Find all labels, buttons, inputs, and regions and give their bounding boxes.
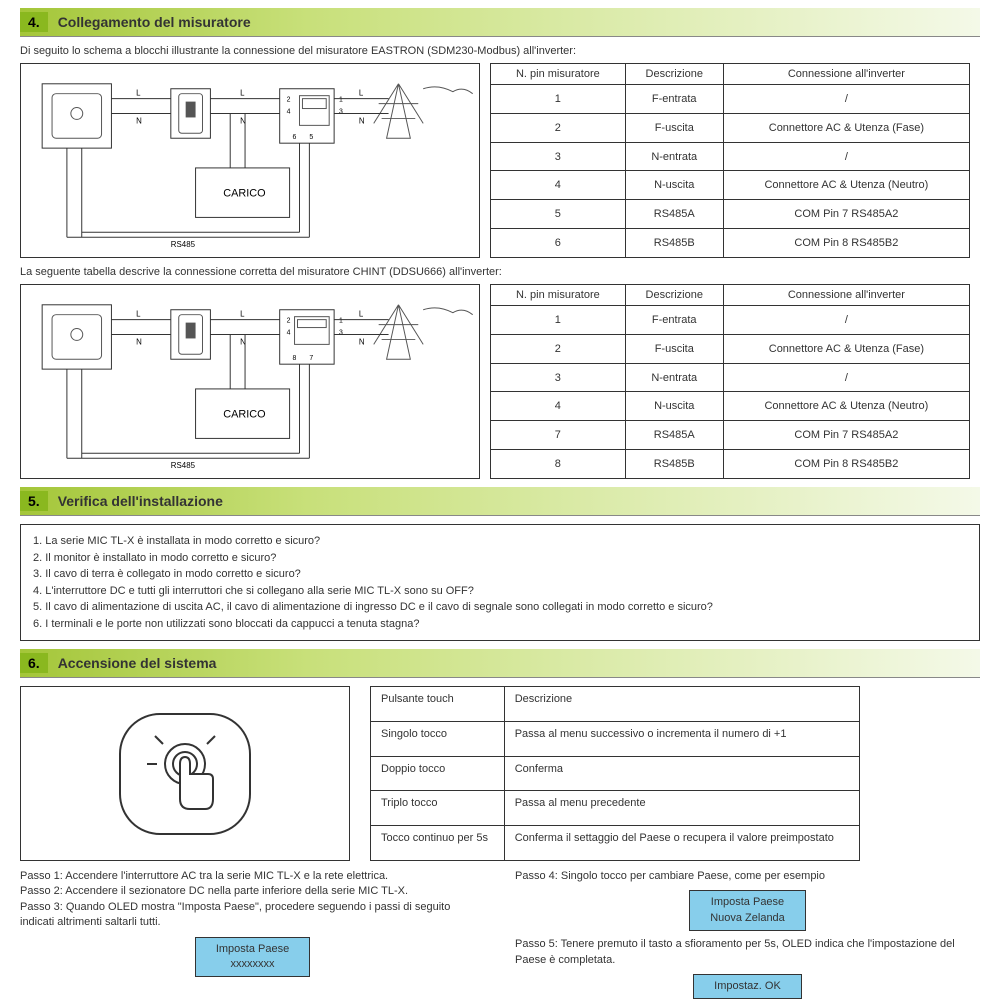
section-4-intro-1: Di seguito lo schema a blocchi illustran…: [20, 45, 980, 57]
table-row: 2F-uscitaConnettore AC & Utenza (Fase): [491, 334, 970, 363]
oled-box-2: Imposta Paese Nuova Zelanda: [689, 890, 806, 931]
svg-text:5: 5: [309, 134, 313, 141]
table-row: 6RS485BCOM Pin 8 RS485B2: [491, 229, 970, 258]
svg-text:L: L: [136, 89, 141, 98]
svg-text:4: 4: [287, 108, 291, 115]
checklist-item: 3. Il cavo di terra è collegato in modo …: [33, 566, 967, 583]
section-5-title: Verifica dell'installazione: [58, 493, 223, 509]
svg-text:L: L: [136, 310, 141, 319]
svg-text:RS485: RS485: [171, 461, 196, 470]
diagram-eastron: 2 4 1 3 6 5 L N L N L: [20, 63, 480, 258]
pin-table-eastron: N. pin misuratore Descrizione Connession…: [490, 63, 970, 258]
svg-text:1: 1: [339, 318, 343, 325]
svg-text:N: N: [359, 337, 365, 346]
steps-right: Passo 4: Singolo tocco per cambiare Paes…: [515, 869, 980, 1005]
checklist-item: 1. La serie MIC TL-X è installata in mod…: [33, 533, 967, 550]
svg-text:N: N: [136, 337, 142, 346]
svg-text:3: 3: [339, 329, 343, 336]
svg-text:L: L: [359, 310, 364, 319]
section-4-header: 4. Collegamento del misuratore: [20, 8, 980, 37]
svg-text:CARICO: CARICO: [223, 409, 265, 421]
section-6-title: Accensione del sistema: [58, 655, 217, 671]
svg-text:6: 6: [293, 134, 297, 141]
diagram-chint: 2 4 1 3 8 7 L N L N L N: [20, 284, 480, 479]
table-row: Pulsante touchDescrizione: [371, 687, 860, 722]
touch-button-illustration: [20, 686, 350, 861]
table-row: Doppio toccoConferma: [371, 756, 860, 791]
section-6-num: 6.: [20, 653, 48, 673]
svg-text:N: N: [359, 116, 365, 125]
checklist-item: 6. I terminali e le porte non utilizzati…: [33, 616, 967, 633]
checklist-item: 2. Il monitor è installato in modo corre…: [33, 550, 967, 567]
table-row: 4N-uscitaConnettore AC & Utenza (Neutro): [491, 392, 970, 421]
svg-text:1: 1: [339, 97, 343, 104]
oled-box-1: Imposta Paese xxxxxxxx: [195, 937, 310, 978]
diagram-label-rs485: RS485: [171, 240, 196, 249]
table-row: 7RS485ACOM Pin 7 RS485A2: [491, 421, 970, 450]
section-5-header: 5. Verifica dell'installazione: [20, 487, 980, 516]
table-row: Triplo toccoPassa al menu precedente: [371, 791, 860, 826]
checklist-item: 5. Il cavo di alimentazione di uscita AC…: [33, 599, 967, 616]
section-5-num: 5.: [20, 491, 48, 511]
section-4-title: Collegamento del misuratore: [58, 14, 251, 30]
svg-text:4: 4: [287, 329, 291, 336]
svg-text:2: 2: [287, 97, 291, 104]
steps-left: Passo 1: Accendere l'interruttore AC tra…: [20, 869, 485, 1005]
checklist-item: 4. L'interruttore DC e tutti gli interru…: [33, 583, 967, 600]
table-row: 8RS485BCOM Pin 8 RS485B2: [491, 450, 970, 479]
table-row: 3N-entrata/: [491, 142, 970, 171]
table-row: 5RS485ACOM Pin 7 RS485A2: [491, 200, 970, 229]
svg-text:L: L: [359, 89, 364, 98]
oled-box-3: Impostaz. OK: [693, 974, 802, 999]
table-row: Tocco continuo per 5sConferma il settagg…: [371, 826, 860, 861]
table-row: 1F-entrata/: [491, 85, 970, 114]
svg-text:7: 7: [309, 355, 313, 362]
table-row: 3N-entrata/: [491, 363, 970, 392]
section-4-num: 4.: [20, 12, 48, 32]
svg-text:8: 8: [293, 355, 297, 362]
svg-text:L: L: [240, 89, 245, 98]
section-4-intro-2: La seguente tabella descrive la connessi…: [20, 266, 980, 278]
touch-gesture-table: Pulsante touchDescrizioneSingolo toccoPa…: [370, 686, 860, 861]
svg-text:N: N: [136, 116, 142, 125]
diagram-label-carico: CARICO: [223, 188, 265, 200]
svg-text:L: L: [240, 310, 245, 319]
section-6-header: 6. Accensione del sistema: [20, 649, 980, 678]
svg-text:2: 2: [287, 318, 291, 325]
table-row: 1F-entrata/: [491, 306, 970, 335]
table-row: 2F-uscitaConnettore AC & Utenza (Fase): [491, 113, 970, 142]
svg-text:3: 3: [339, 108, 343, 115]
installation-checklist: 1. La serie MIC TL-X è installata in mod…: [20, 524, 980, 641]
table-row: Singolo toccoPassa al menu successivo o …: [371, 721, 860, 756]
pin-table-chint: N. pin misuratore Descrizione Connession…: [490, 284, 970, 479]
table-row: 4N-uscitaConnettore AC & Utenza (Neutro): [491, 171, 970, 200]
